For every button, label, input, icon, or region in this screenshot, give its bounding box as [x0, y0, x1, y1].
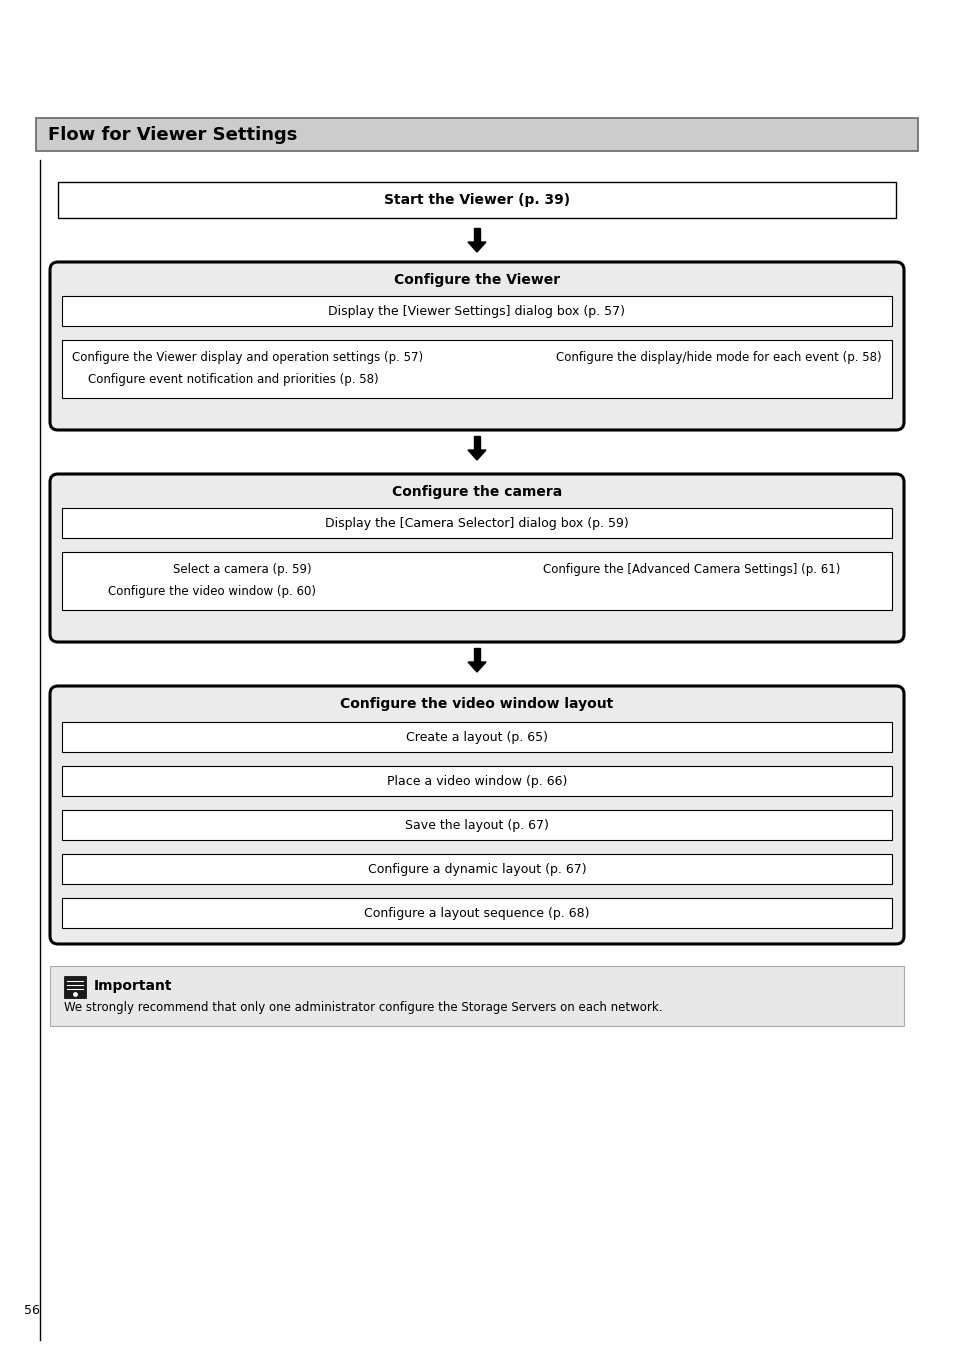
Text: Save the layout (p. 67): Save the layout (p. 67): [405, 818, 548, 832]
Bar: [62, 855, 891, 884]
Polygon shape: [474, 648, 479, 662]
Polygon shape: [468, 662, 485, 672]
Text: Display the [Viewer Settings] dialog box (p. 57): Display the [Viewer Settings] dialog box…: [328, 305, 625, 317]
FancyBboxPatch shape: [50, 686, 903, 944]
Bar: [62, 296, 891, 325]
Text: Important: Important: [94, 979, 172, 994]
Text: Configure a layout sequence (p. 68): Configure a layout sequence (p. 68): [364, 906, 589, 919]
Polygon shape: [468, 242, 485, 252]
Text: Configure the display/hide mode for each event (p. 58): Configure the display/hide mode for each…: [556, 351, 882, 364]
Bar: [62, 552, 891, 610]
Text: Configure event notification and priorities (p. 58): Configure event notification and priorit…: [88, 374, 378, 386]
Text: Configure the video window (p. 60): Configure the video window (p. 60): [108, 586, 315, 598]
Text: Start the Viewer (p. 39): Start the Viewer (p. 39): [383, 193, 570, 207]
Bar: [62, 898, 891, 927]
Bar: [62, 810, 891, 840]
Polygon shape: [474, 436, 479, 450]
Text: 56: 56: [24, 1304, 40, 1316]
Text: Display the [Camera Selector] dialog box (p. 59): Display the [Camera Selector] dialog box…: [325, 517, 628, 529]
Text: Configure the camera: Configure the camera: [392, 485, 561, 500]
Text: Place a video window (p. 66): Place a video window (p. 66): [386, 775, 567, 787]
FancyBboxPatch shape: [50, 474, 903, 643]
Text: Configure a dynamic layout (p. 67): Configure a dynamic layout (p. 67): [367, 863, 586, 876]
Polygon shape: [474, 228, 479, 242]
Bar: [62, 765, 891, 796]
Polygon shape: [468, 450, 485, 460]
Bar: [50, 967, 903, 1026]
Text: Configure the video window layout: Configure the video window layout: [340, 697, 613, 711]
Text: Configure the Viewer: Configure the Viewer: [394, 273, 559, 288]
Bar: [64, 976, 86, 998]
Text: Configure the [Advanced Camera Settings] (p. 61): Configure the [Advanced Camera Settings]…: [543, 563, 840, 576]
Text: Configure the Viewer display and operation settings (p. 57): Configure the Viewer display and operati…: [71, 351, 423, 364]
Text: Create a layout (p. 65): Create a layout (p. 65): [406, 730, 547, 744]
Bar: [36, 117, 917, 151]
Text: Select a camera (p. 59): Select a camera (p. 59): [172, 563, 311, 576]
Bar: [62, 508, 891, 539]
Bar: [58, 182, 895, 217]
Text: We strongly recommend that only one administrator configure the Storage Servers : We strongly recommend that only one admi…: [64, 1002, 661, 1014]
Text: Flow for Viewer Settings: Flow for Viewer Settings: [48, 126, 297, 143]
Bar: [62, 722, 891, 752]
Bar: [62, 340, 891, 398]
FancyBboxPatch shape: [50, 262, 903, 431]
